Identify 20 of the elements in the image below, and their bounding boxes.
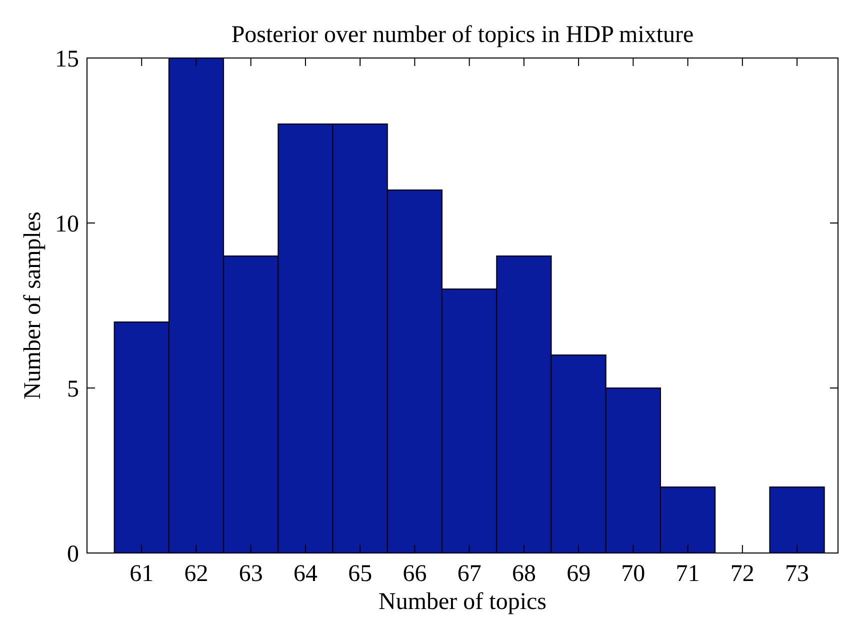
x-tick-label: 63 bbox=[238, 561, 263, 587]
x-tick-label: 62 bbox=[184, 561, 208, 587]
x-axis-title: Number of topics bbox=[378, 589, 546, 615]
y-axis-title: Number of samples bbox=[20, 212, 46, 400]
x-tick-label: 65 bbox=[348, 561, 372, 587]
x-tick-label: 66 bbox=[402, 561, 427, 587]
x-tick-label: 64 bbox=[293, 561, 318, 587]
y-tick-label: 5 bbox=[67, 376, 79, 402]
x-tick-label: 67 bbox=[457, 561, 482, 587]
x-tick-label: 72 bbox=[730, 561, 754, 587]
x-tick-label: 68 bbox=[512, 561, 536, 587]
x-tick-label: 70 bbox=[621, 561, 646, 587]
x-tick-label: 73 bbox=[785, 561, 810, 587]
x-tick-label: 69 bbox=[566, 561, 591, 587]
chart-title: Posterior over number of topics in HDP mixture bbox=[231, 22, 694, 48]
y-tick-label: 0 bbox=[67, 541, 79, 568]
y-tick-label: 15 bbox=[55, 46, 79, 72]
x-tick-label: 61 bbox=[130, 561, 154, 587]
y-tick-label: 10 bbox=[55, 211, 79, 238]
x-tick-label: 71 bbox=[676, 561, 700, 587]
